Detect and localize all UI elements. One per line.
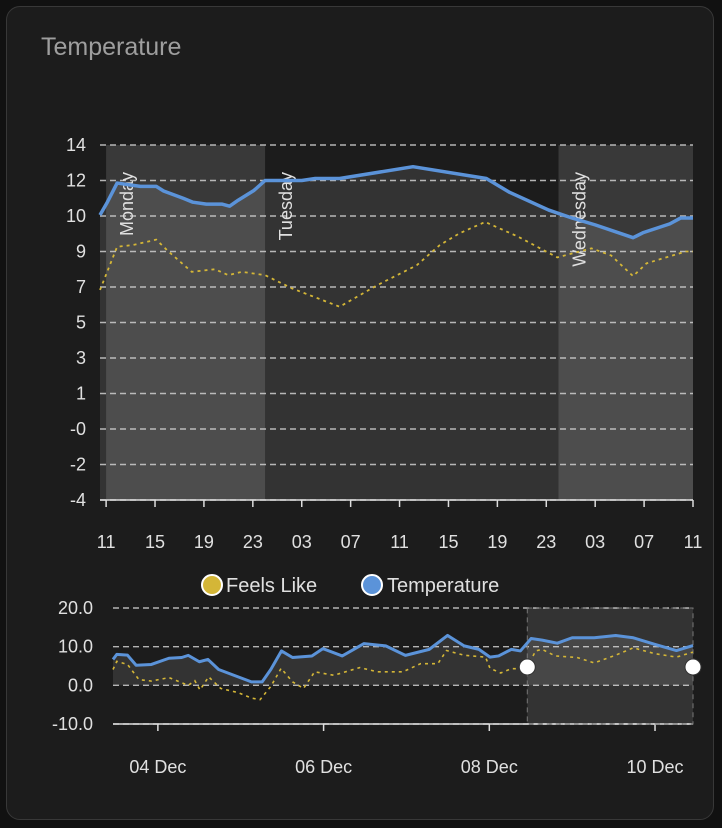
brush-chart[interactable]: 20.0 10.0 0.0 -10.0 04 Dec 06 Dec 08 Dec 10 Dec [52, 598, 702, 777]
x-tick-label: 19 [487, 532, 507, 552]
brush-handle-right[interactable] [684, 658, 702, 676]
x-tick-label: 07 [634, 532, 654, 552]
x-tick-label: 15 [438, 532, 458, 552]
x-tick-label: 11 [390, 532, 409, 552]
y-tick-label: 1 [76, 384, 86, 404]
card-title: Temperature [41, 33, 182, 61]
legend-item-temperature[interactable]: Temperature [361, 574, 499, 597]
brush-selection [526, 607, 694, 725]
x-tick-label: 10 Dec [627, 757, 684, 777]
y-tick-label: 12 [66, 171, 86, 191]
main-chart: 14 12 10 9 7 5 3 1 -0 -2 -4 11 15 19 23 03 07 11 15 19 23 03 0… [66, 135, 702, 552]
x-tick-label: 15 [145, 532, 165, 552]
brush-handle-left[interactable] [518, 658, 536, 676]
y-tick-label: -10.0 [52, 714, 93, 734]
y-tick-label: -4 [70, 490, 86, 510]
temperature-area [113, 635, 693, 686]
y-tick-label: 9 [76, 242, 86, 262]
y-tick-label: -0 [70, 419, 86, 439]
y-tick-label: 10.0 [58, 637, 93, 657]
feels-like-line [99, 220, 693, 308]
y-tick-label: 14 [66, 135, 86, 155]
x-tick-label: 23 [243, 532, 263, 552]
x-tick-label: 07 [341, 532, 361, 552]
legend: Feels Like Temperature [201, 574, 499, 597]
y-tick-label: 7 [76, 277, 86, 297]
x-tick-label: 08 Dec [461, 757, 518, 777]
legend-marker-feels-like [201, 574, 223, 596]
day-annotation-label: Monday [117, 172, 137, 236]
x-tick-label: 04 Dec [129, 757, 186, 777]
temperature-line [111, 633, 694, 684]
legend-label-temperature: Temperature [387, 575, 499, 597]
y-tick-label: 0.0 [68, 675, 93, 695]
legend-item-feels-like[interactable]: Feels Like [201, 574, 317, 597]
temperature-card: Temperature [6, 6, 714, 820]
temperature-line [98, 164, 693, 240]
y-tick-label: 20.0 [58, 598, 93, 618]
x-tick-label: 11 [97, 532, 116, 552]
x-tick-label: 03 [292, 532, 312, 552]
feels-like-line [112, 646, 694, 701]
y-tick-label: -2 [70, 455, 86, 475]
y-tick-label: 5 [76, 313, 86, 333]
x-tick-label: 23 [536, 532, 556, 552]
y-tick-label: 3 [76, 348, 86, 368]
legend-label-feels-like: Feels Like [226, 575, 317, 597]
legend-marker-temperature [361, 574, 383, 596]
x-tick-label: 03 [585, 532, 605, 552]
y-tick-label: 10 [66, 206, 86, 226]
x-tick-label: 19 [194, 532, 214, 552]
day-annotation-label: Tuesday [276, 172, 296, 240]
x-tick-label: 11 [684, 532, 703, 552]
x-tick-label: 06 Dec [295, 757, 352, 777]
